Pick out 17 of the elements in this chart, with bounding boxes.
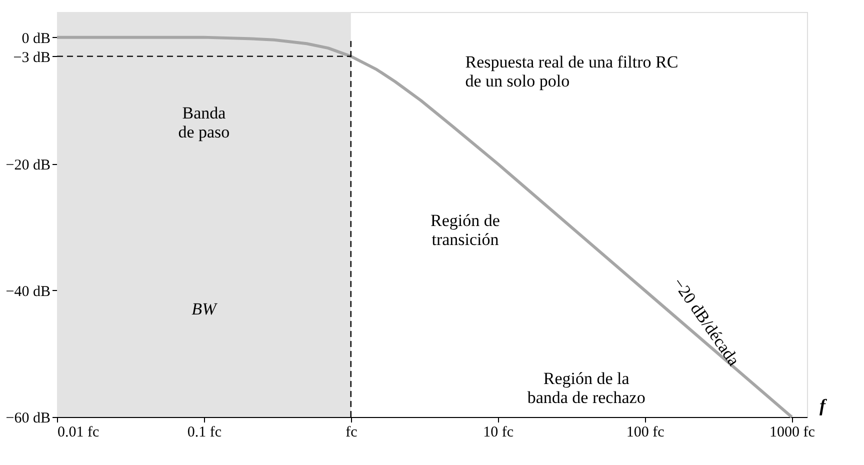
- y-tick-label: −60 dB: [6, 410, 50, 426]
- x-tick-label: 0.1 fc: [187, 424, 222, 440]
- annotation: Banda de paso: [178, 103, 230, 142]
- x-tick-label: 100 fc: [626, 424, 665, 440]
- x-axis-title: f: [820, 396, 828, 416]
- x-tick-label: 0.01 fc: [58, 424, 100, 440]
- y-tick-label: −3 dB: [13, 50, 50, 66]
- x-tick-label: 1000 fc: [770, 424, 816, 440]
- x-tick-label: 10 fc: [483, 424, 514, 440]
- annotation: Región de transición: [430, 210, 500, 249]
- x-tick-label: fc: [346, 424, 358, 440]
- y-tick-label: −20 dB: [6, 157, 50, 174]
- y-tick-label: −40 dB: [6, 284, 50, 300]
- annotation: Región de la banda de rechazo: [527, 369, 646, 408]
- annotation: Respuesta real de una filtro RC de un solo polo: [465, 52, 678, 91]
- annotation: BW: [192, 299, 218, 318]
- y-tick-label: 0 dB: [22, 30, 50, 47]
